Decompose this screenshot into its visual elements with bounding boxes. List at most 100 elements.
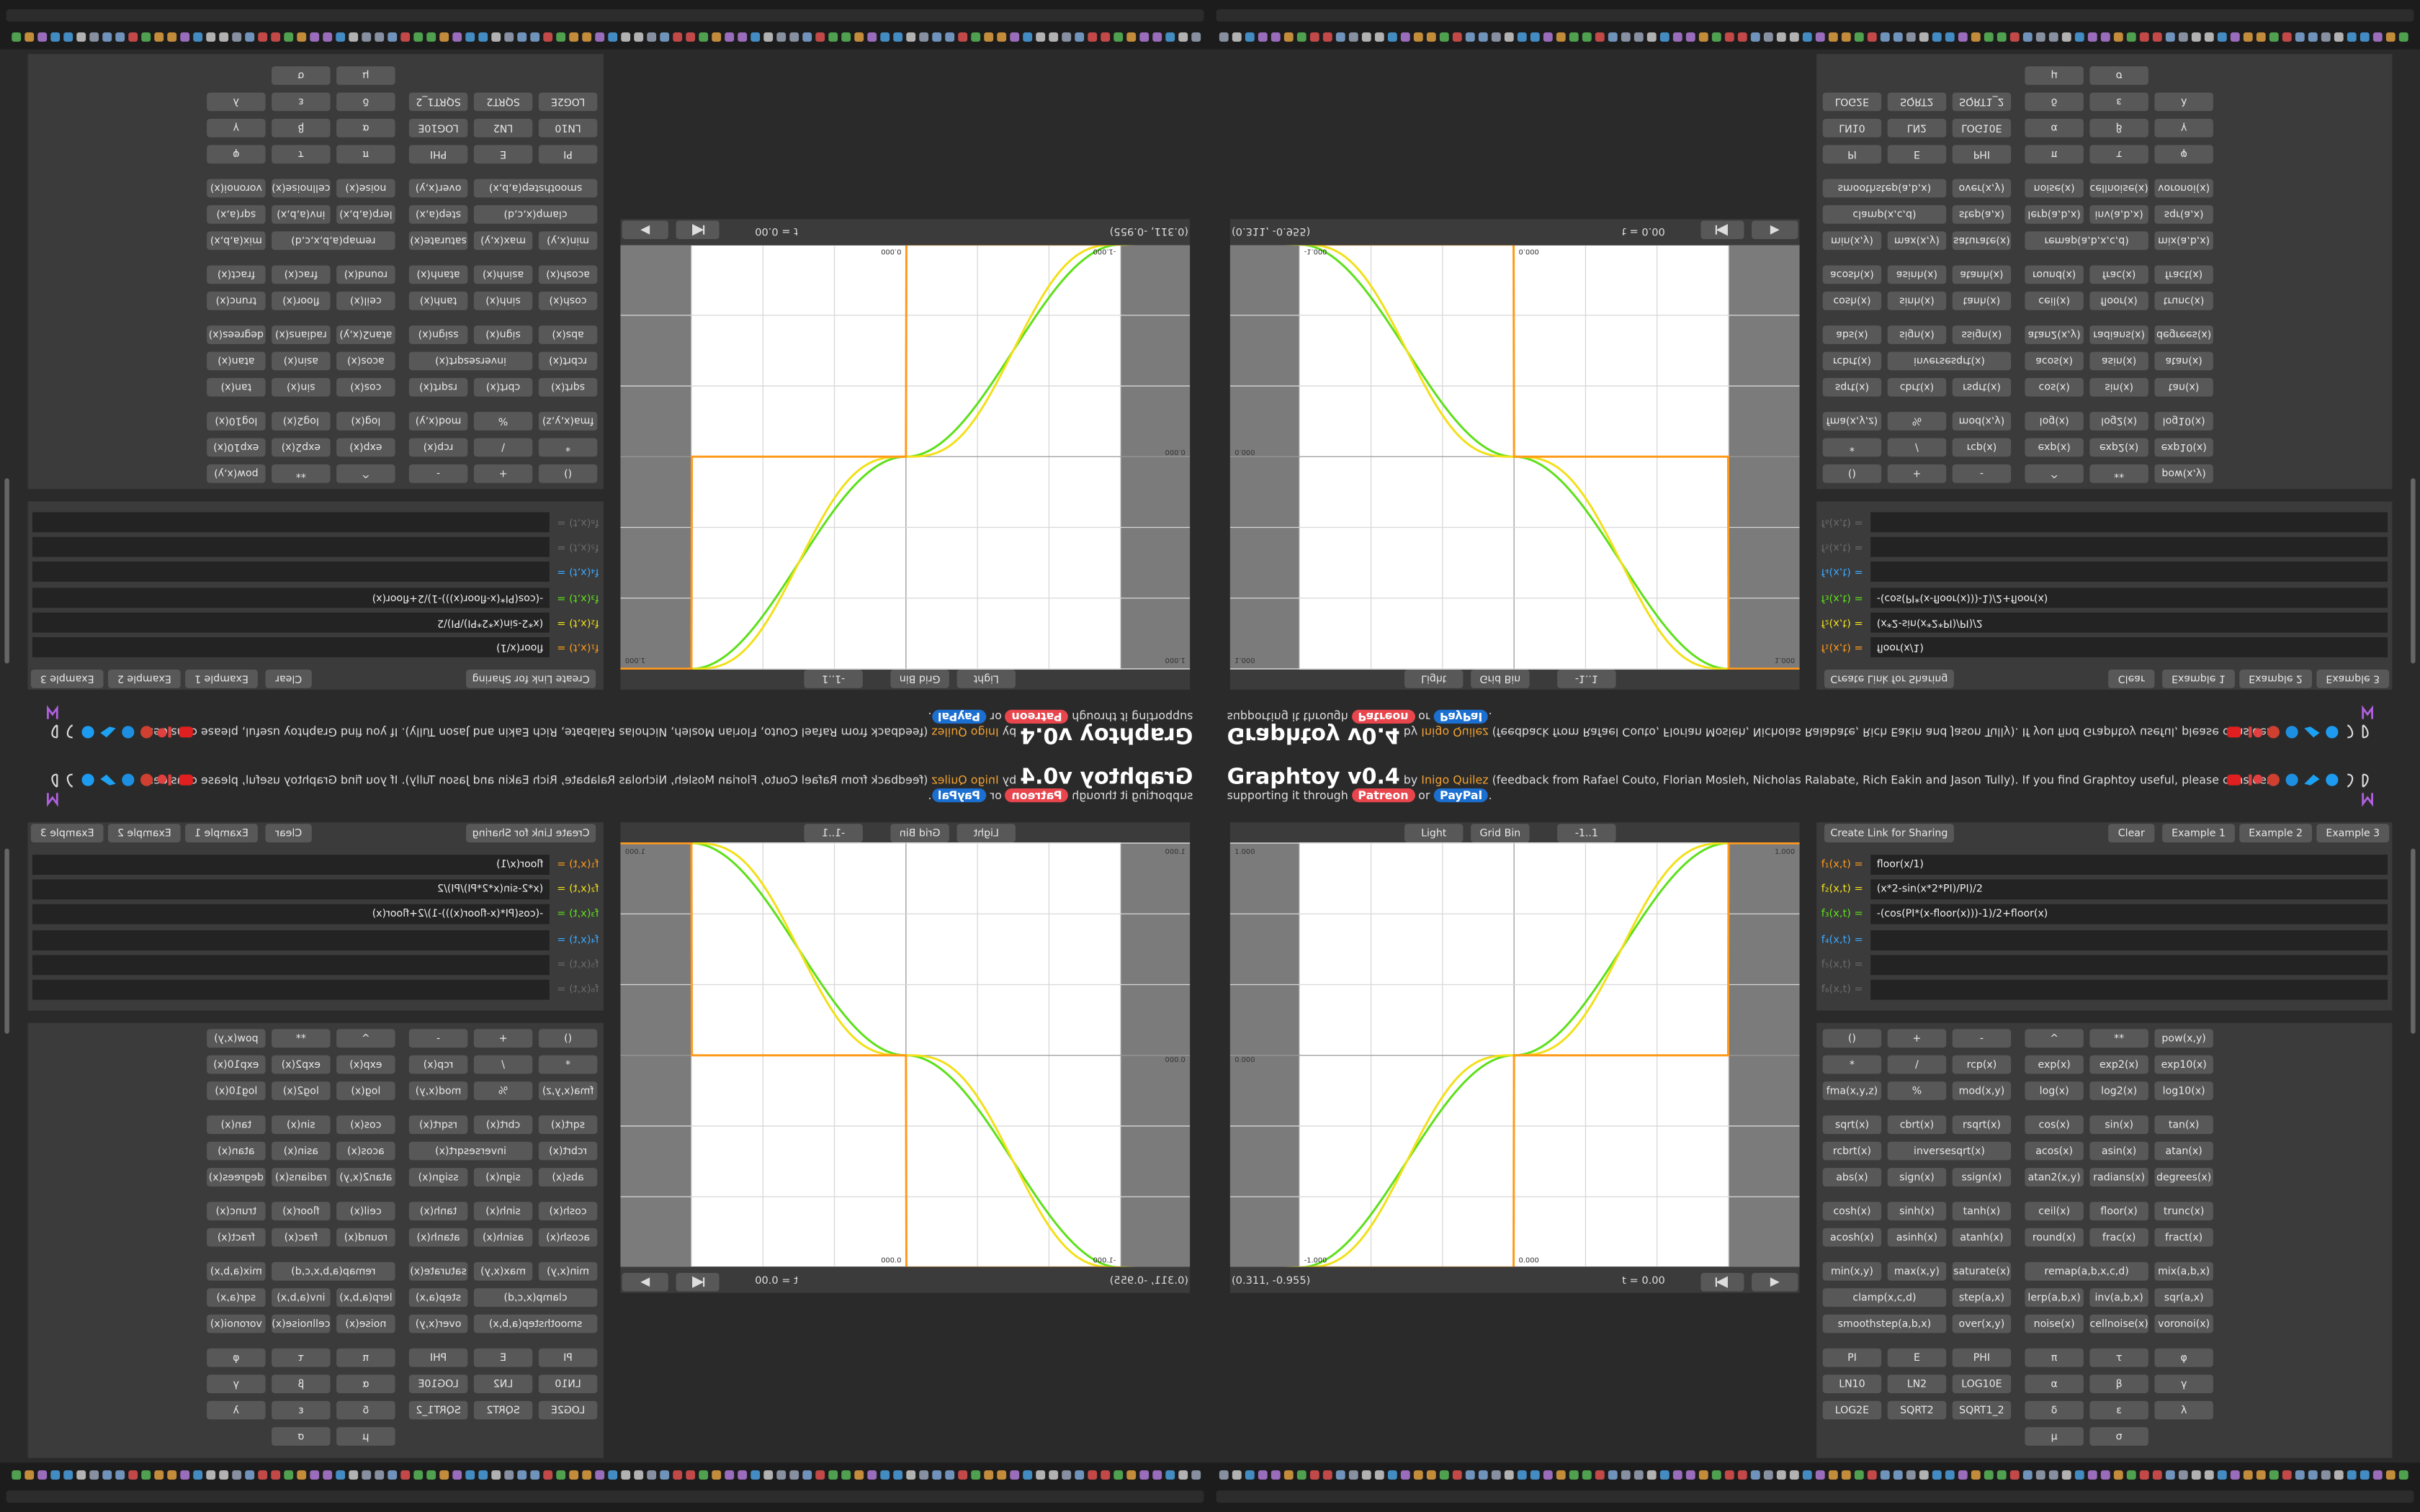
formula-input[interactable]: floor(x/1): [1870, 637, 2388, 657]
function-button[interactable]: PI: [1822, 145, 1882, 164]
function-button[interactable]: round(x): [336, 265, 395, 284]
function-button[interactable]: **: [272, 1029, 331, 1048]
function-button[interactable]: log2(x): [2089, 1081, 2148, 1100]
function-button[interactable]: ^: [336, 464, 395, 483]
function-button[interactable]: τ: [2089, 1348, 2148, 1367]
function-button[interactable]: cbrt(x): [473, 1115, 533, 1134]
function-button[interactable]: ceil(x): [336, 292, 395, 310]
function-button[interactable]: β: [2089, 119, 2148, 138]
function-button[interactable]: PHI: [408, 145, 468, 164]
function-button[interactable]: E: [473, 145, 533, 164]
patreon-icon[interactable]: [2249, 726, 2252, 738]
formula-input[interactable]: floor(x/1): [32, 855, 550, 875]
function-button[interactable]: -: [1952, 1029, 2012, 1048]
function-button[interactable]: sqr(a,x): [2154, 205, 2213, 224]
function-button[interactable]: max(x,y): [1887, 1261, 1947, 1281]
function-button[interactable]: γ: [207, 1374, 266, 1393]
function-button[interactable]: fract(x): [2154, 1228, 2213, 1247]
formula-input[interactable]: [1870, 954, 2388, 975]
mastodon-icon[interactable]: [47, 793, 58, 807]
icon[interactable]: [2362, 724, 2369, 739]
function-button[interactable]: sqr(a,x): [207, 205, 266, 224]
function-button[interactable]: max(x,y): [473, 1261, 533, 1281]
function-button[interactable]: fma(x,y,z): [538, 1081, 598, 1100]
function-button[interactable]: asin(x): [272, 1141, 331, 1161]
function-button[interactable]: sqrt(x): [538, 378, 598, 397]
function-button[interactable]: PI: [538, 145, 598, 164]
function-button[interactable]: LN2: [1887, 119, 1947, 138]
function-button[interactable]: remap(a,b,x,c,d): [272, 231, 395, 251]
function-button[interactable]: asin(x): [272, 351, 331, 371]
function-button[interactable]: cellnoise(x): [272, 1314, 331, 1333]
function-button[interactable]: tan(x): [207, 1115, 266, 1134]
twitter-icon[interactable]: [2304, 774, 2320, 786]
function-button[interactable]: fract(x): [2154, 265, 2213, 284]
function-button[interactable]: σ: [2089, 66, 2148, 85]
formula-input[interactable]: [32, 930, 550, 950]
function-button[interactable]: ssign(x): [408, 1168, 468, 1187]
example-button[interactable]: Example 3: [30, 670, 104, 688]
function-button[interactable]: abs(x): [1822, 325, 1882, 344]
function-button[interactable]: min(x,y): [538, 1261, 598, 1281]
function-button[interactable]: δ: [336, 92, 395, 112]
function-button[interactable]: α: [2025, 119, 2084, 138]
function-button[interactable]: rcbrt(x): [538, 1141, 598, 1161]
function-button[interactable]: voronoi(x): [2154, 179, 2213, 198]
paypal-button[interactable]: PayPal: [1433, 709, 1489, 724]
patreon-icon[interactable]: [168, 774, 171, 786]
author-link[interactable]: Inigo Quilez: [931, 773, 999, 787]
function-button[interactable]: β: [272, 119, 331, 138]
function-button[interactable]: sinh(x): [473, 1202, 533, 1220]
function-button[interactable]: α: [336, 119, 395, 138]
function-button[interactable]: μ: [336, 66, 395, 85]
plot-option-button[interactable]: -1..1: [1557, 670, 1616, 688]
plot[interactable]: 1.000 0.000 -1.000 0.000 1.000: [620, 842, 1191, 1267]
icon[interactable]: [66, 773, 73, 788]
function-button[interactable]: abs(x): [538, 1168, 598, 1187]
function-button[interactable]: τ: [272, 1348, 331, 1367]
function-button[interactable]: cos(x): [336, 378, 395, 397]
function-button[interactable]: mix(a,b,x): [2154, 1261, 2213, 1281]
icon[interactable]: [2347, 724, 2354, 739]
function-button[interactable]: clamp(x,c,d): [473, 1288, 598, 1307]
function-button[interactable]: ^: [336, 1029, 395, 1048]
function-button[interactable]: cos(x): [2025, 1115, 2084, 1134]
function-button[interactable]: log10(x): [2154, 412, 2213, 431]
example-button[interactable]: Example 2: [2239, 670, 2312, 688]
facebook-icon[interactable]: [2285, 726, 2298, 739]
formula-input[interactable]: [1870, 562, 2388, 582]
function-button[interactable]: mod(x,y): [408, 1081, 468, 1100]
function-button[interactable]: %: [473, 412, 533, 431]
function-button[interactable]: fma(x,y,z): [538, 412, 598, 431]
formula-input[interactable]: floor(x/1): [1870, 855, 2388, 875]
function-button[interactable]: noise(x): [336, 1314, 395, 1333]
icon[interactable]: [140, 726, 153, 739]
function-button[interactable]: +: [1887, 1029, 1947, 1048]
plot[interactable]: 1.000 0.000 -1.000 0.000 1.000: [1229, 245, 1800, 670]
function-button[interactable]: atan2(x,y): [2025, 1168, 2084, 1187]
function-button[interactable]: LN10: [1822, 119, 1882, 138]
function-button[interactable]: λ: [207, 92, 266, 112]
function-button[interactable]: ε: [2089, 1400, 2148, 1420]
function-button[interactable]: LOG2E: [1822, 1400, 1882, 1420]
function-button[interactable]: SQRT2: [473, 92, 533, 112]
icon[interactable]: [51, 773, 58, 788]
function-button[interactable]: pow(x,y): [207, 1029, 266, 1048]
formula-input[interactable]: [1870, 979, 2388, 1000]
paypal-button[interactable]: PayPal: [931, 788, 987, 803]
function-button[interactable]: SQRT1_2: [408, 1400, 468, 1420]
function-button[interactable]: exp2(x): [2089, 438, 2148, 457]
function-button[interactable]: exp10(x): [2154, 438, 2213, 457]
function-button[interactable]: acosh(x): [1822, 265, 1882, 284]
function-button[interactable]: LN2: [473, 119, 533, 138]
function-button[interactable]: atan(x): [207, 351, 266, 371]
example-button[interactable]: Example 2: [108, 824, 181, 842]
function-button[interactable]: ceil(x): [2025, 1202, 2084, 1220]
function-button[interactable]: *: [1822, 438, 1882, 457]
function-button[interactable]: LN2: [1887, 1374, 1947, 1393]
share-button[interactable]: Create Link for Sharing: [1824, 670, 1954, 688]
function-button[interactable]: π: [2025, 145, 2084, 164]
function-button[interactable]: remap(a,b,x,c,d): [272, 1261, 395, 1281]
function-button[interactable]: inv(a,b,x): [2089, 205, 2148, 224]
function-button[interactable]: γ: [2154, 1374, 2213, 1393]
